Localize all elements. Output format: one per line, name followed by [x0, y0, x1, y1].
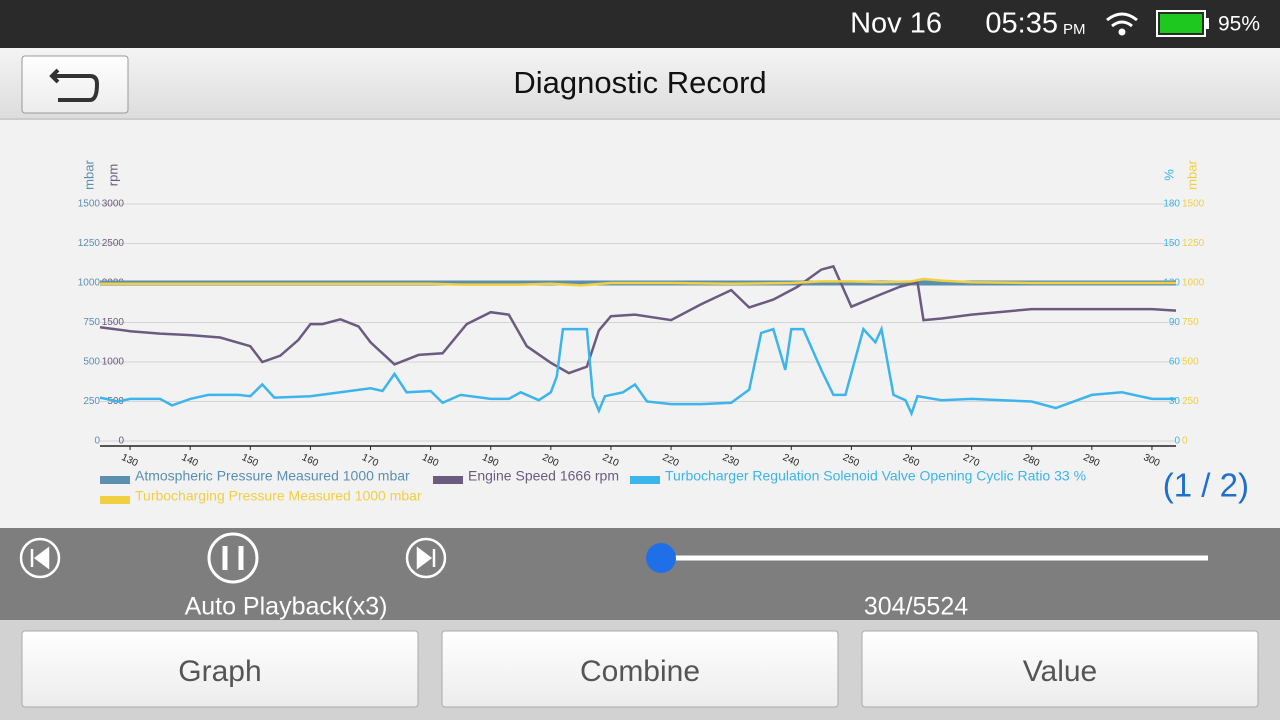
- y3-tick-label: 150: [1163, 238, 1180, 249]
- y-tick-label: 0: [94, 436, 100, 447]
- page-indicator[interactable]: (1 / 2): [1163, 467, 1249, 504]
- chart: 0250500750100012501500mbar05001000150020…: [78, 160, 1205, 504]
- y2-tick-label: 0: [118, 436, 124, 447]
- y-tick-label: 1500: [78, 199, 101, 210]
- status-time: 05:35: [985, 8, 1058, 40]
- button-label: Combine: [580, 655, 700, 688]
- pause-button[interactable]: [207, 532, 259, 584]
- legend-swatch: [100, 496, 130, 504]
- graph-button[interactable]: Graph: [21, 630, 419, 708]
- progress-thumb[interactable]: [646, 543, 676, 573]
- back-button[interactable]: [21, 55, 129, 114]
- legend-swatch: [630, 476, 660, 484]
- legend-label: Engine Speed 1666 rpm: [468, 468, 619, 484]
- y4-axis-label: mbar: [1184, 160, 1199, 190]
- series-line: [100, 277, 1176, 287]
- y3-tick-label: 0: [1174, 436, 1180, 447]
- y3-tick-label: 180: [1163, 199, 1180, 210]
- y3-tick-label: 30: [1169, 396, 1181, 407]
- y-tick-label: 250: [83, 396, 100, 407]
- y-tick-label: 500: [83, 357, 100, 368]
- value-button[interactable]: Value: [861, 630, 1259, 708]
- y4-tick-label: 1500: [1182, 199, 1205, 210]
- header: [0, 48, 1280, 120]
- y2-tick-label: 3000: [102, 199, 125, 210]
- y4-tick-label: 250: [1182, 396, 1199, 407]
- page-title: Diagnostic Record: [513, 65, 766, 100]
- y-axis-label: mbar: [81, 160, 96, 190]
- legend-label: Atmospheric Pressure Measured 1000 mbar: [135, 468, 410, 484]
- battery-level: 95%: [1218, 13, 1260, 36]
- status-ampm: PM: [1063, 21, 1086, 38]
- y2-tick-label: 2500: [102, 238, 125, 249]
- y4-tick-label: 1000: [1182, 278, 1205, 289]
- playback-mode: Auto Playback(x3): [185, 593, 388, 621]
- y2-axis-label: rpm: [105, 164, 120, 186]
- combine-button[interactable]: Combine: [441, 630, 839, 708]
- battery-tip: [1206, 18, 1209, 29]
- y3-axis-label: %: [1161, 169, 1176, 181]
- status-bar: [0, 0, 1280, 48]
- button-label: Value: [1023, 655, 1098, 688]
- y-tick-label: 750: [83, 317, 100, 328]
- y2-tick-label: 1000: [102, 357, 125, 368]
- y4-tick-label: 500: [1182, 357, 1199, 368]
- y-tick-label: 1250: [78, 238, 101, 249]
- y2-tick-label: 1500: [102, 317, 125, 328]
- y3-tick-label: 60: [1169, 357, 1181, 368]
- battery-icon: [1156, 10, 1206, 37]
- y4-tick-label: 1250: [1182, 238, 1205, 249]
- series-line: [99, 324, 1176, 417]
- status-date: Nov 16: [850, 8, 942, 40]
- wifi-icon: [1106, 12, 1138, 36]
- button-label: Graph: [178, 655, 261, 688]
- y4-tick-label: 750: [1182, 317, 1199, 328]
- chart-panel: [0, 120, 1280, 528]
- y3-tick-label: 90: [1169, 317, 1181, 328]
- playback-position: 304/5524: [864, 593, 968, 621]
- y-tick-label: 1000: [78, 278, 101, 289]
- legend-label: Turbocharger Regulation Solenoid Valve O…: [665, 468, 1086, 484]
- y4-tick-label: 0: [1182, 436, 1188, 447]
- legend-swatch: [433, 476, 463, 484]
- battery-fill: [1160, 14, 1202, 33]
- next-button[interactable]: [405, 537, 447, 579]
- series-line: [99, 264, 1177, 375]
- legend-label: Turbocharging Pressure Measured 1000 mba…: [135, 488, 422, 504]
- legend-swatch: [100, 476, 130, 484]
- previous-button[interactable]: [19, 537, 61, 579]
